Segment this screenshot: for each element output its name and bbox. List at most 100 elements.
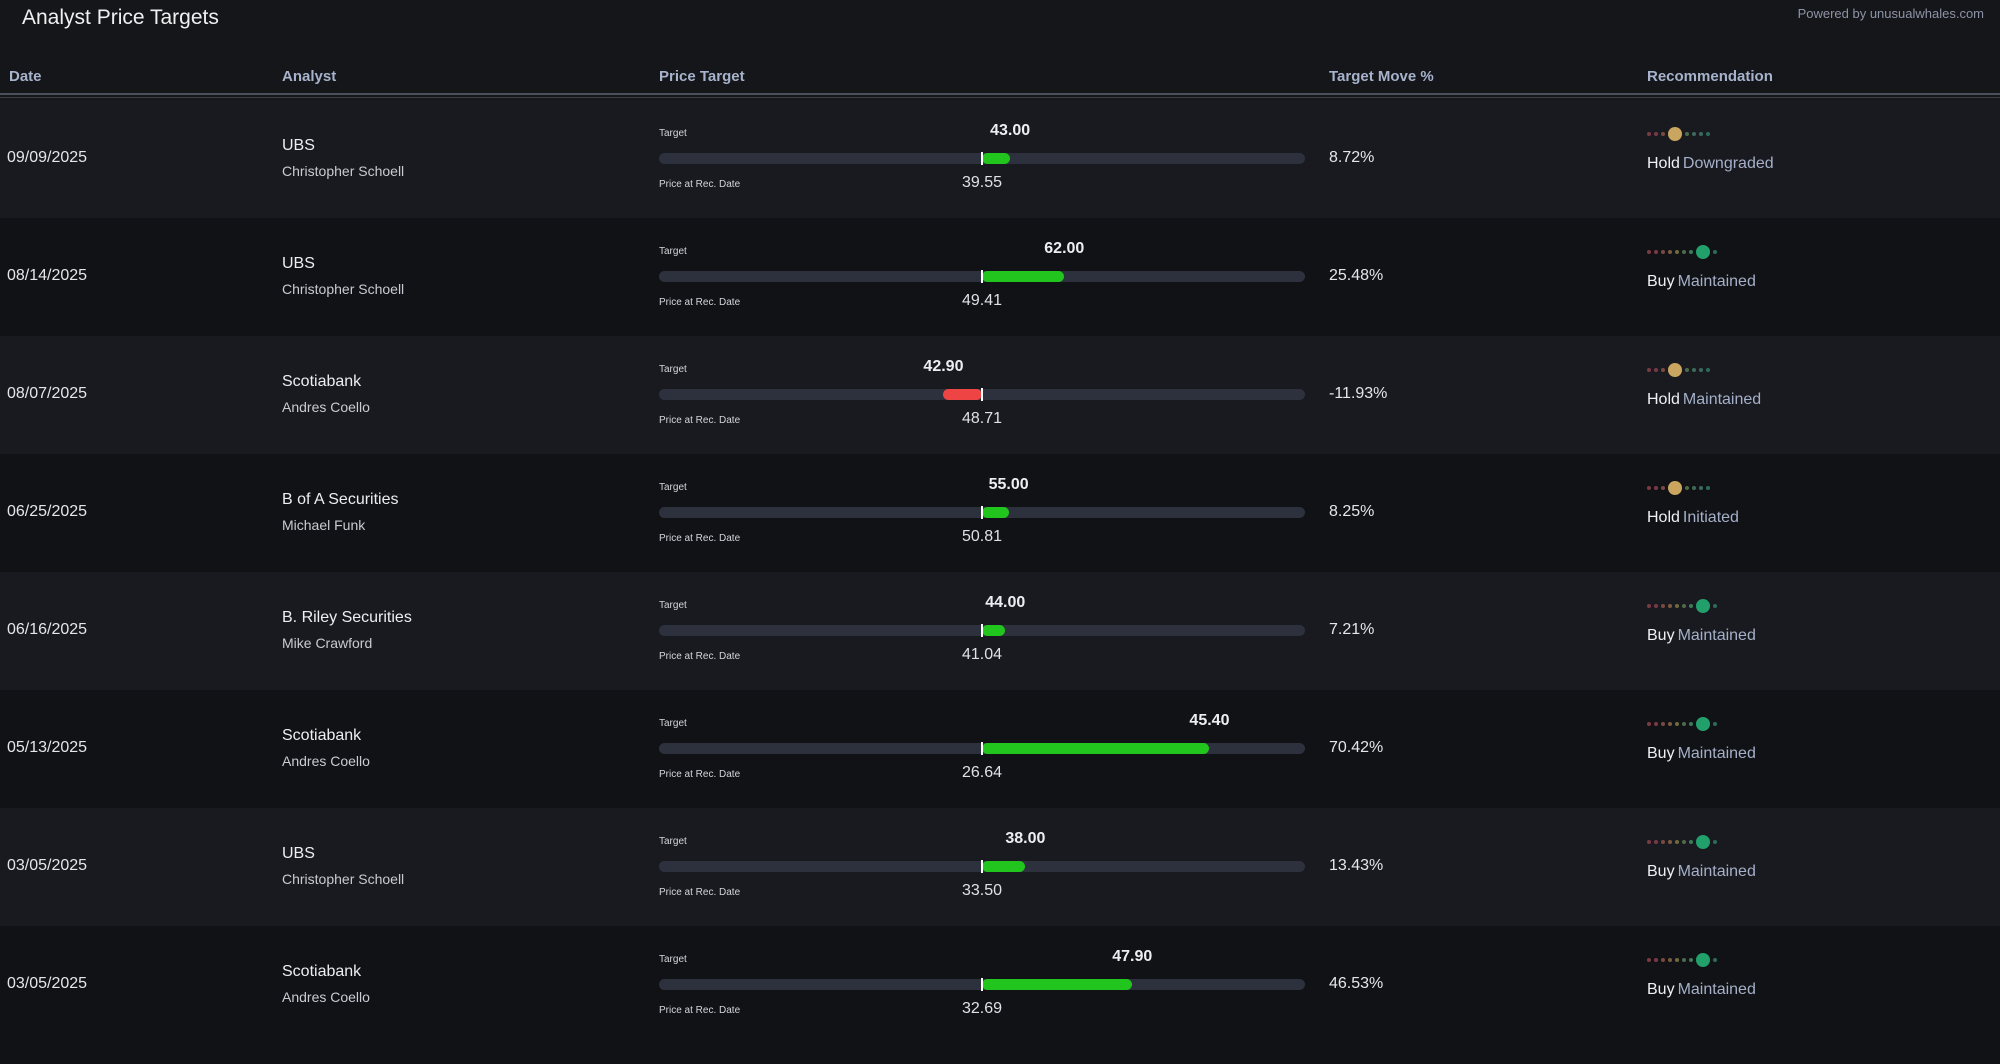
target-value: 62.00	[1044, 240, 1085, 257]
rating-label: Buy	[1647, 273, 1675, 290]
rating-label: Buy	[1647, 863, 1675, 880]
target-label: Target	[659, 718, 687, 729]
rating-scale-dot	[1654, 368, 1658, 372]
rating-scale-dots	[1647, 716, 1720, 732]
rating-scale-dot	[1647, 368, 1651, 372]
target-move-value: 46.53%	[1329, 975, 1384, 992]
rating-scale-dot	[1706, 368, 1710, 372]
date-cell: 08/14/2025	[7, 267, 88, 284]
analyst-name: Christopher Schoell	[282, 281, 405, 297]
recommendation-text: Buy Maintained	[1647, 745, 1756, 763]
analyst-name: Christopher Schoell	[282, 871, 405, 887]
target-label: Target	[659, 954, 687, 965]
table-row[interactable]: 08/07/2025 Scotiabank Andres Coello Target P…	[0, 336, 2000, 454]
date-cell: 03/05/2025	[7, 857, 88, 874]
rating-label: Buy	[1647, 745, 1675, 762]
recommendation-text: Buy Maintained	[1647, 273, 1756, 291]
current-price-marker	[981, 152, 983, 165]
target-fill-up	[982, 861, 1026, 872]
rating-scale-dot	[1647, 486, 1651, 490]
rating-scale-dots	[1647, 126, 1713, 142]
price-at-rec-value: 32.69	[961, 1000, 1003, 1017]
target-fill-up	[982, 743, 1210, 754]
powered-by-link[interactable]: Powered by unusualwhales.com	[1797, 6, 1984, 21]
price-target-bar: Target Price at Rec. Date 38.00 33.50	[659, 808, 1305, 926]
rating-scale-dots	[1647, 244, 1720, 260]
target-value: 47.90	[1112, 948, 1153, 965]
rating-indicator-dot	[1668, 481, 1682, 495]
table-body: 09/09/2025 UBS Christopher Schoell Target Pr…	[0, 100, 2000, 1064]
rating-action: Maintained	[1677, 273, 1756, 290]
rating-scale-dot	[1654, 486, 1658, 490]
rating-scale-dot	[1685, 486, 1689, 490]
table-row[interactable]: 06/16/2025 B. Riley Securities Mike Crawfo…	[0, 572, 2000, 690]
rating-action: Maintained	[1682, 391, 1762, 408]
price-target-bar: Target Price at Rec. Date 62.00 49.41	[659, 218, 1305, 336]
recommendation-text: Hold Downgraded	[1647, 155, 1774, 173]
price-at-rec-label: Price at Rec. Date	[659, 297, 741, 308]
rating-indicator-dot	[1696, 599, 1710, 613]
table-row[interactable]: 09/09/2025 UBS Christopher Schoell Target Pr…	[0, 100, 2000, 218]
target-move-value: 70.42%	[1329, 739, 1384, 756]
rating-action: Maintained	[1677, 627, 1756, 644]
price-target-bar: Target Price at Rec. Date 45.40 26.64	[659, 690, 1305, 808]
rating-scale-dot	[1661, 368, 1665, 372]
rating-scale-dot	[1654, 958, 1658, 962]
rating-scale-dot	[1675, 604, 1679, 608]
rating-action: Maintained	[1677, 745, 1756, 762]
rating-indicator-dot	[1696, 717, 1710, 731]
rating-scale-dot	[1713, 250, 1717, 254]
current-price-marker	[981, 742, 983, 755]
target-fill-down	[943, 389, 982, 400]
date-cell: 03/05/2025	[7, 975, 88, 992]
column-header-date[interactable]: Date	[9, 68, 42, 85]
target-label: Target	[659, 600, 687, 611]
price-target-bar: Target Price at Rec. Date 55.00 50.81	[659, 454, 1305, 572]
recommendation-text: Hold Initiated	[1647, 509, 1739, 527]
table-row[interactable]: 06/25/2025 B of A Securities Michael Funk T…	[0, 454, 2000, 572]
target-fill-up	[982, 979, 1133, 990]
rating-scale-dot	[1647, 958, 1651, 962]
column-header-target-move[interactable]: Target Move %	[1329, 68, 1434, 85]
table-row[interactable]: 03/05/2025 Scotiabank Andres Coello Target P…	[0, 926, 2000, 1064]
rating-scale-dot	[1692, 486, 1696, 490]
column-header-price-target[interactable]: Price Target	[659, 68, 745, 85]
column-header-recommendation[interactable]: Recommendation	[1647, 68, 1773, 85]
recommendation-cell: Buy Maintained	[1647, 926, 1947, 1044]
target-move-value: 8.72%	[1329, 149, 1375, 166]
column-header-analyst[interactable]: Analyst	[282, 68, 337, 85]
table-row[interactable]: 08/14/2025 UBS Christopher Schoell Target Pr…	[0, 218, 2000, 336]
firm-name: Scotiabank	[282, 963, 362, 980]
rating-scale-dot	[1682, 958, 1686, 962]
rating-scale-dot	[1668, 604, 1672, 608]
target-move-value: 8.25%	[1329, 503, 1375, 520]
price-target-bar: Target Price at Rec. Date 43.00 39.55	[659, 100, 1305, 218]
rating-indicator-dot	[1696, 835, 1710, 849]
rating-scale-dots	[1647, 480, 1713, 496]
target-value: 42.90	[923, 358, 964, 375]
analyst-name: Andres Coello	[282, 753, 370, 769]
price-at-rec-label: Price at Rec. Date	[659, 769, 741, 780]
price-target-bar: Target Price at Rec. Date 44.00 41.04	[659, 572, 1305, 690]
rating-scale-dots	[1647, 598, 1720, 614]
rating-scale-dot	[1654, 604, 1658, 608]
rating-scale-dot	[1675, 250, 1679, 254]
rating-scale-dot	[1668, 250, 1672, 254]
price-at-rec-value: 41.04	[961, 646, 1003, 663]
recommendation-text: Hold Maintained	[1647, 391, 1761, 409]
rating-scale-dot	[1661, 840, 1665, 844]
firm-name: Scotiabank	[282, 727, 362, 744]
table-row[interactable]: 03/05/2025 UBS Christopher Schoell Target Pr…	[0, 808, 2000, 926]
price-at-rec-value: 49.41	[961, 292, 1003, 309]
rating-scale-dot	[1699, 486, 1703, 490]
rating-scale-dot	[1675, 958, 1679, 962]
analyst-name: Michael Funk	[282, 517, 366, 533]
target-move-value: 25.48%	[1329, 267, 1384, 284]
table-row[interactable]: 05/13/2025 Scotiabank Andres Coello Target P…	[0, 690, 2000, 808]
rating-scale-dots	[1647, 362, 1713, 378]
rating-scale-dot	[1682, 840, 1686, 844]
recommendation-text: Buy Maintained	[1647, 981, 1756, 999]
target-fill-up	[982, 625, 1006, 636]
rating-scale-dot	[1661, 722, 1665, 726]
rating-scale-dot	[1692, 132, 1696, 136]
